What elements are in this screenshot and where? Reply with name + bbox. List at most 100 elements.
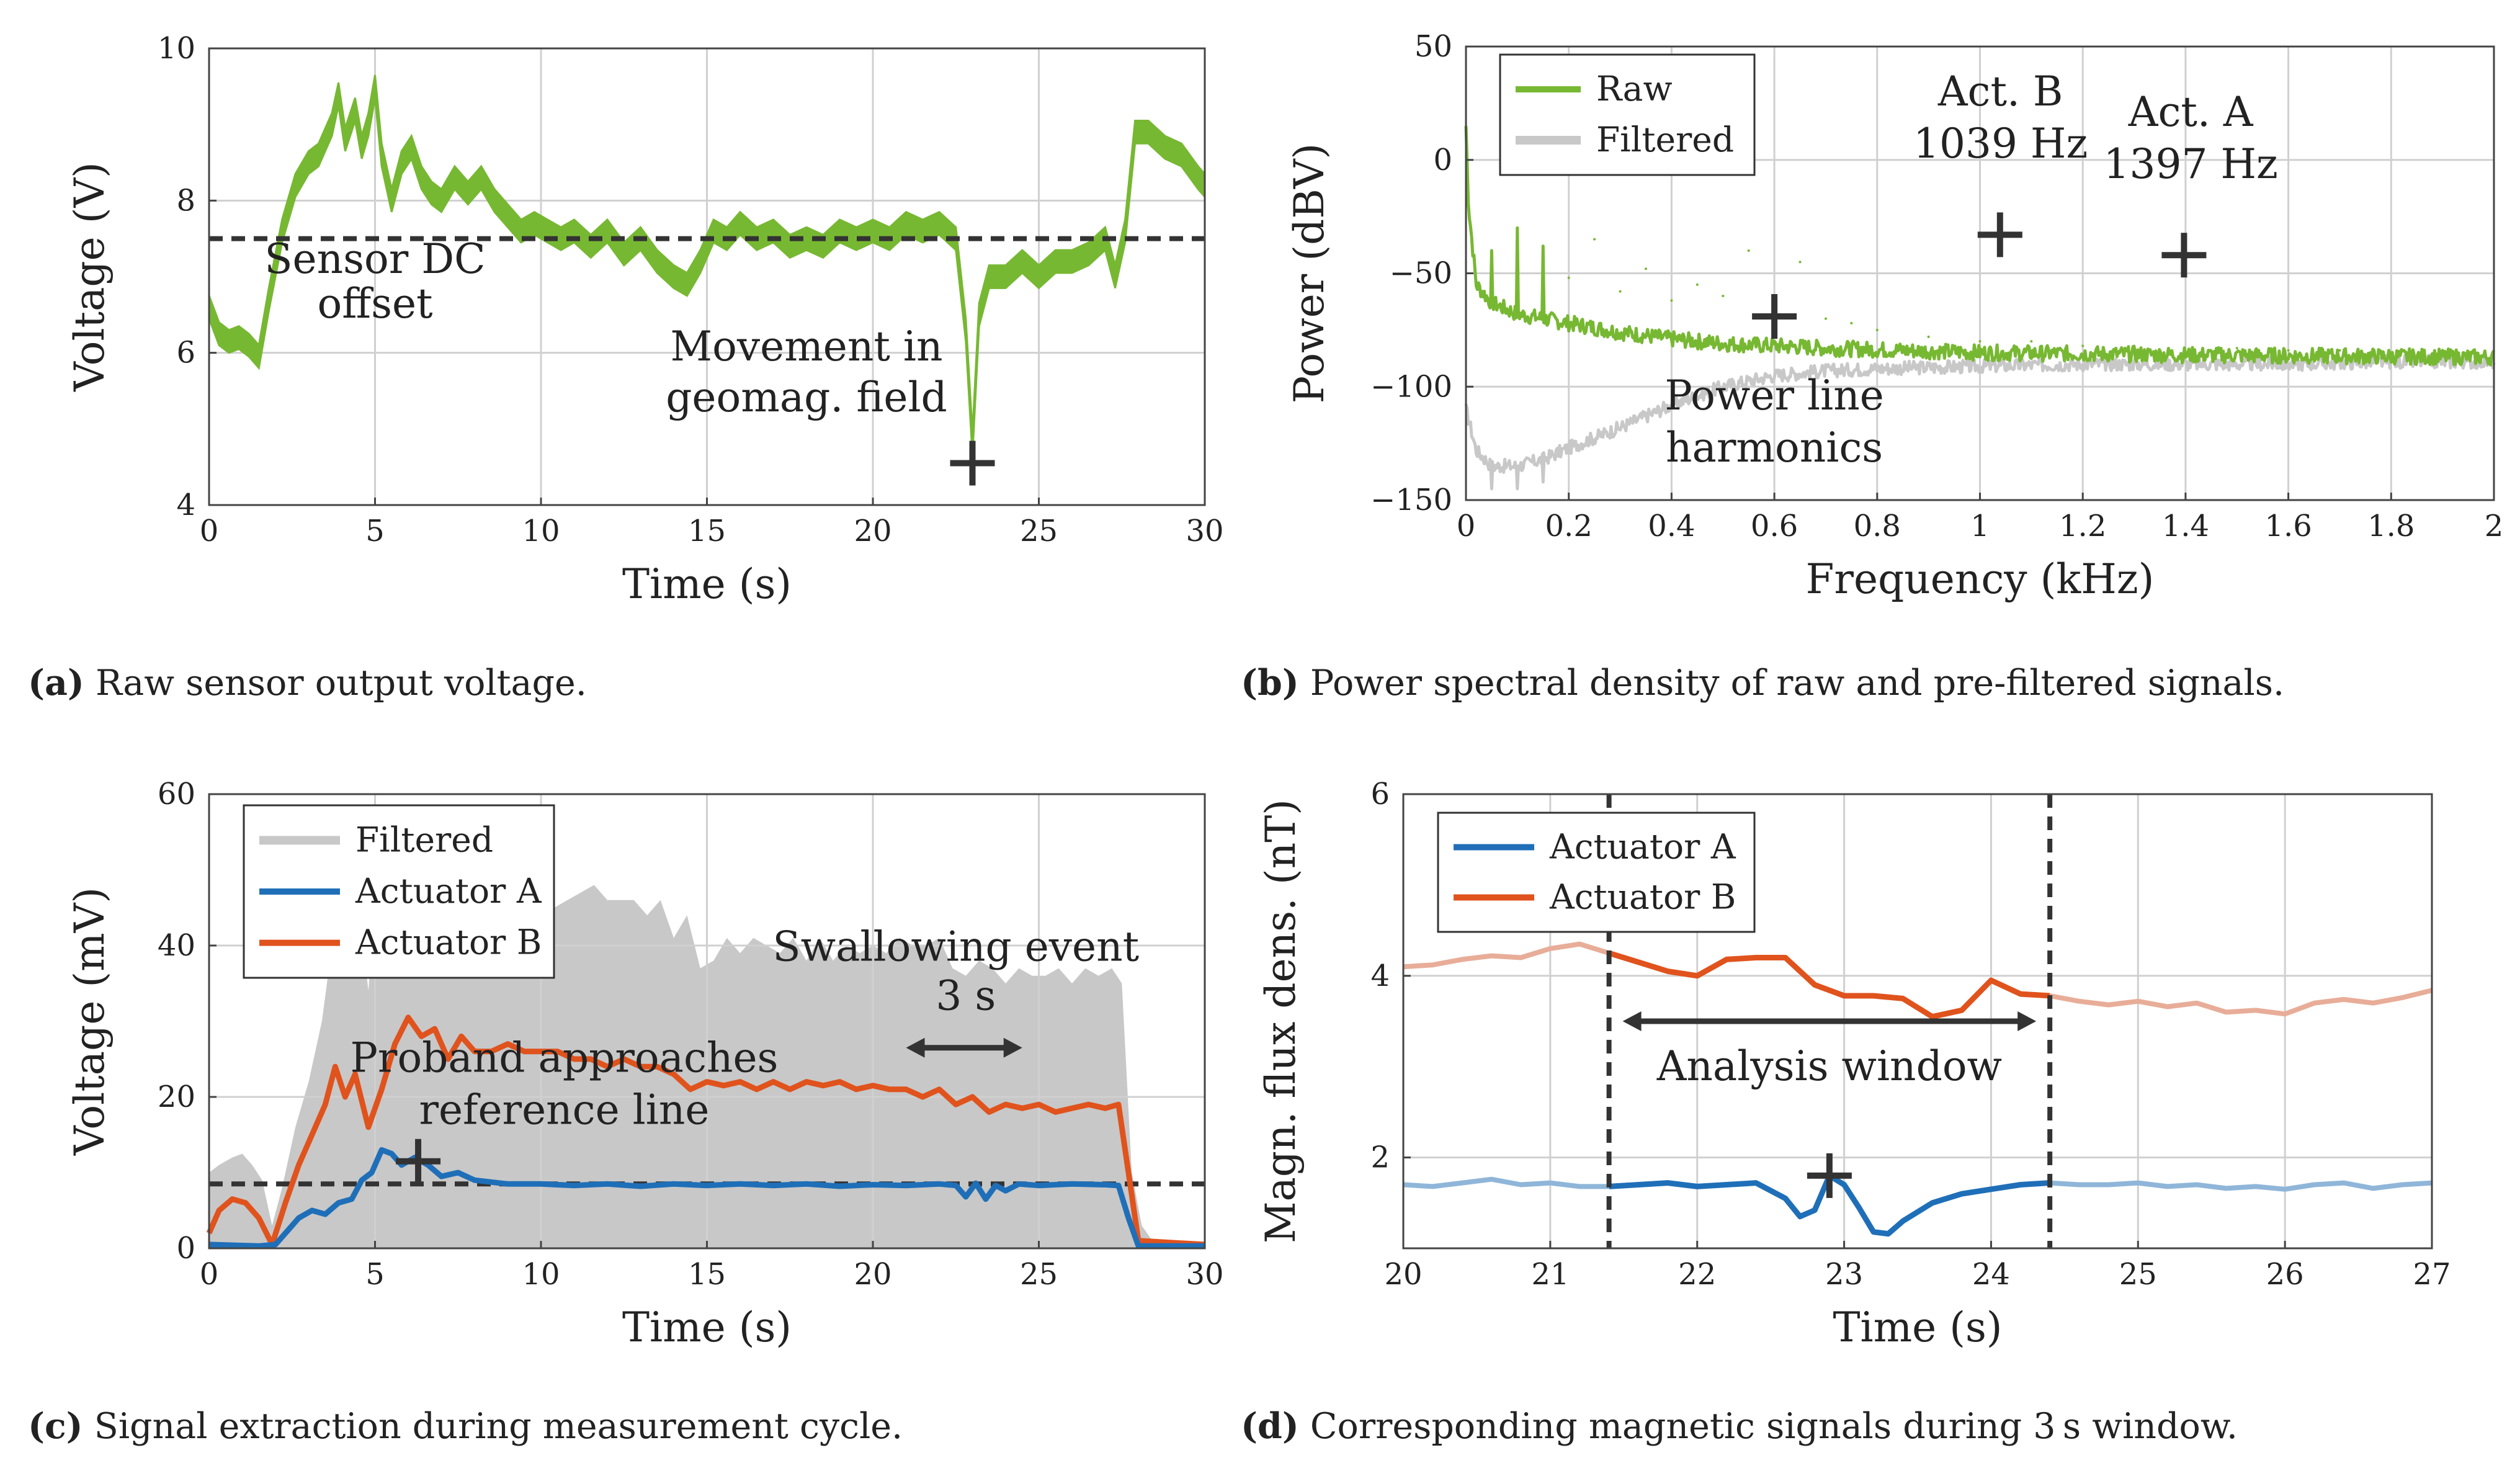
x-tick-label: 27 — [2413, 1257, 2451, 1292]
caption-text: Corresponding magnetic signals during 3 … — [1299, 1406, 2238, 1447]
x-tick-label: 21 — [1531, 1257, 1569, 1292]
annotation-act-b: Act. B 1039 Hz — [1913, 68, 2088, 168]
actuator-a-line — [208, 1147, 1205, 1249]
annotation-line: 1039 Hz — [1913, 120, 2088, 168]
harmonic-peak — [2030, 340, 2033, 343]
legend-box — [1499, 53, 1756, 176]
y-tick-label: 2 — [1370, 1140, 1390, 1175]
duration-arrow-left-head — [906, 1037, 925, 1058]
harmonic-peak — [2390, 351, 2393, 354]
legend-label: Actuator B — [1549, 877, 1736, 917]
harmonic-peak — [1542, 244, 1545, 248]
harmonic-peak — [1593, 238, 1596, 241]
y-tick-label: 10 — [158, 31, 195, 66]
harmonic-peak — [2133, 344, 2136, 347]
x-tick-label: 1.2 — [2059, 509, 2106, 543]
legend-label: Actuator A — [355, 871, 542, 911]
legend-box — [1437, 812, 1756, 933]
harmonic-peak — [1490, 249, 1493, 252]
panel-a: Sensor DC offset Movement in geomag. field 0… — [28, 31, 1224, 704]
harmonic-peak — [1722, 295, 1725, 298]
x-tick-label: 20 — [854, 1257, 891, 1292]
legend: Raw Filtered — [1499, 53, 1756, 176]
harmonic-peak — [2081, 344, 2084, 347]
annotation-line: offset — [317, 280, 432, 328]
legend-label: Actuator B — [355, 923, 542, 962]
annotation-line: Sensor DC — [264, 235, 485, 283]
x-tick-label: 5 — [365, 1257, 385, 1292]
y-tick-label: 6 — [176, 336, 195, 370]
legend-label: Raw — [1596, 69, 1673, 109]
caption-label: (b) — [1241, 662, 1299, 704]
actuator-a-line-in-window — [1609, 1173, 2050, 1237]
caption-text: Power spectral density of raw and pre-fi… — [1299, 663, 2284, 704]
legend-label: Actuator A — [1549, 827, 1736, 867]
legend: Filtered Actuator A Actuator B — [243, 804, 555, 979]
harmonic-peak — [1850, 321, 1853, 324]
harmonic-peak — [1644, 267, 1647, 271]
annotation-duration: 3 s — [936, 972, 996, 1020]
annotation-dc-offset: Sensor DC offset — [264, 235, 485, 328]
x-tick-label: 1.4 — [2162, 509, 2209, 543]
caption-text: Signal extraction during measurement cyc… — [83, 1406, 903, 1447]
x-tick-label: 0.2 — [1545, 509, 1593, 543]
harmonic-peak — [1978, 340, 1982, 343]
panel-caption: (c) Signal extraction during measurement… — [28, 1405, 903, 1447]
y-tick-label: 0 — [176, 1231, 195, 1266]
x-tick-label: 0.4 — [1648, 509, 1695, 543]
y-axis-label: Magn. flux dens. (nT) — [1257, 799, 1305, 1243]
y-axis-label: Power (dBV) — [1285, 143, 1333, 403]
x-axis-label: Time (s) — [622, 560, 792, 608]
harmonic-peak — [2441, 351, 2444, 354]
x-tick-label: 30 — [1186, 1257, 1223, 1292]
x-tick-label: 0.6 — [1751, 509, 1798, 543]
x-tick-label: 25 — [1020, 514, 1058, 548]
x-tick-label: 25 — [2119, 1257, 2157, 1292]
raw-spectrum-line — [1464, 126, 2495, 367]
x-tick-label: 1 — [1970, 509, 1990, 543]
y-tick-label: 60 — [158, 777, 195, 812]
x-axis-label: Time (s) — [1833, 1304, 2002, 1351]
duration-arrow-right-head — [1003, 1037, 1022, 1058]
annotation-line: Power line — [1664, 372, 1883, 419]
x-tick-label: 1.6 — [2264, 509, 2312, 543]
x-tick-label: 25 — [1020, 1257, 1058, 1292]
annotation-analysis-window: Analysis window — [1656, 1042, 2002, 1090]
annotation-line: harmonics — [1666, 424, 1883, 472]
x-tick-label: 10 — [522, 1257, 560, 1292]
actuator-b-line-in-window — [1608, 950, 2050, 1020]
x-tick-label: 10 — [522, 514, 560, 548]
y-tick-label: 50 — [1414, 29, 1452, 64]
harmonic-peak — [1516, 226, 1519, 230]
harmonic-peak — [2287, 349, 2290, 352]
x-tick-label: 22 — [1678, 1257, 1716, 1292]
x-tick-label: 23 — [1825, 1257, 1863, 1292]
x-tick-label: 15 — [688, 514, 726, 548]
harmonic-peak — [1747, 249, 1750, 252]
y-axis-label: Voltage (mV) — [66, 887, 114, 1156]
actuator-b-line-after-window — [2049, 988, 2433, 1017]
legend-label: Filtered — [355, 820, 493, 859]
y-tick-label: −50 — [1390, 256, 1452, 291]
y-tick-label: 4 — [1370, 959, 1390, 993]
y-tick-label: 6 — [1370, 777, 1390, 812]
annotation-line: Proband approaches — [350, 1034, 778, 1082]
actuator-a-line-before-window — [1403, 1176, 1609, 1189]
annotation-proband: Proband approaches reference line — [350, 1034, 778, 1134]
panel-caption: (a) Raw sensor output voltage. — [28, 662, 587, 704]
actuator-a-line-after-window — [2049, 1180, 2433, 1192]
actuator-b-line-before-window — [1403, 941, 1610, 970]
annotation-power-line: Power line harmonics — [1664, 372, 1883, 472]
panel-b: Act. B 1039 Hz Act. A 1397 Hz Power line harm… — [1241, 29, 2503, 704]
harmonic-peak — [1696, 283, 1699, 286]
y-tick-label: −100 — [1370, 369, 1452, 404]
x-tick-label: 26 — [2266, 1257, 2304, 1292]
window-arrow-right-head — [2017, 1011, 2037, 1031]
annotation-line: Movement in — [671, 323, 943, 370]
harmonic-peak — [2235, 347, 2238, 350]
y-tick-label: 8 — [176, 183, 195, 218]
y-axis-label: Voltage (V) — [66, 162, 114, 392]
x-tick-label: 20 — [854, 514, 891, 548]
x-tick-label: 20 — [1384, 1257, 1422, 1292]
